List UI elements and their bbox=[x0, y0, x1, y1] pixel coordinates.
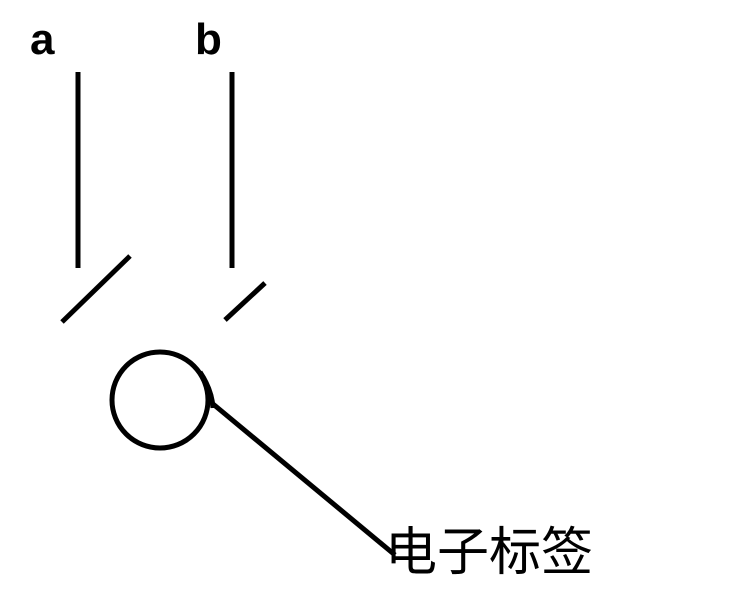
diagram-canvas bbox=[0, 0, 733, 608]
annotation-text: 电子标签 bbox=[385, 510, 593, 585]
label-a: a bbox=[30, 15, 54, 65]
leader-line bbox=[213, 404, 395, 555]
line-group bbox=[62, 72, 395, 555]
tag-circle bbox=[112, 352, 208, 448]
label-b: b bbox=[195, 15, 222, 65]
arrow-b-tail bbox=[225, 283, 265, 320]
arrow-a-tail bbox=[62, 256, 130, 322]
